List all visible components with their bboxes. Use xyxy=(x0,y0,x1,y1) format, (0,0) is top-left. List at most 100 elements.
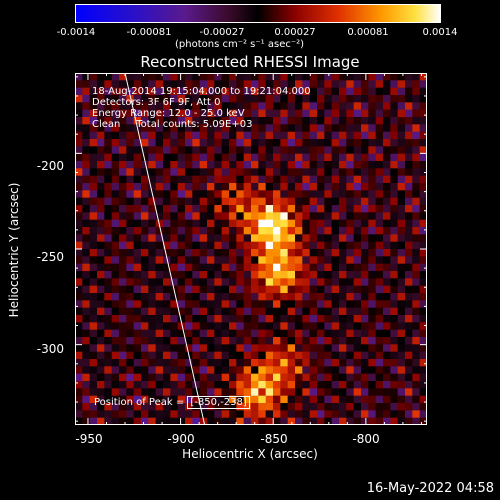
heatmap-cell xyxy=(331,168,340,177)
heatmap-cell xyxy=(397,263,406,272)
heatmap-cell xyxy=(133,417,142,425)
heatmap-cells xyxy=(75,73,427,425)
heatmap-cell xyxy=(368,388,377,397)
heatmap-cell xyxy=(163,212,171,221)
heatmap-cell xyxy=(119,293,127,301)
heatmap-cell xyxy=(229,146,237,155)
heatmap-cell xyxy=(346,373,355,382)
heatmap-cell xyxy=(89,161,98,169)
heatmap-cell xyxy=(141,373,149,382)
heatmap-cell xyxy=(97,161,105,169)
observation-info: 18-Aug-2014 19:15:04.000 to 19:21:04.000… xyxy=(92,86,311,130)
peak-annotation: Position of Peak = [-850,-238] xyxy=(94,396,250,409)
heatmap-cell xyxy=(353,381,362,389)
heatmap-cell xyxy=(185,80,193,89)
heatmap-cell xyxy=(214,329,223,338)
heatmap-cell xyxy=(214,278,223,287)
heatmap-cell xyxy=(331,249,340,257)
heatmap-cell xyxy=(375,161,384,169)
heatmap-cell xyxy=(148,139,157,147)
heatmap-cell xyxy=(170,410,179,419)
heatmap-cell xyxy=(126,249,135,257)
heatmap-cell xyxy=(119,117,127,125)
heatmap-cell xyxy=(280,227,289,235)
heatmap-cell xyxy=(155,249,164,257)
heatmap-cell xyxy=(287,219,296,228)
heatmap-cell xyxy=(104,124,113,133)
heatmap-cell xyxy=(163,219,171,228)
heatmap-cell xyxy=(331,388,340,397)
heatmap-cell xyxy=(82,410,91,419)
heatmap-cell xyxy=(375,417,384,425)
heatmap-cell xyxy=(163,175,171,184)
heatmap-cell xyxy=(192,190,201,199)
heatmap-cell xyxy=(265,381,274,389)
heatmap-cell xyxy=(324,278,333,287)
heatmap-cell xyxy=(82,271,91,279)
heatmap-cell xyxy=(280,271,289,279)
heatmap-cell xyxy=(82,417,91,425)
heatmap-cell xyxy=(265,388,274,397)
heatmap-cell xyxy=(251,139,259,147)
heatmap-cell xyxy=(295,168,303,177)
heatmap-cell xyxy=(265,234,274,243)
heatmap-cell xyxy=(133,351,142,360)
heatmap-cell xyxy=(397,307,406,316)
heatmap-cell xyxy=(346,175,355,184)
heatmap-cell xyxy=(170,102,179,111)
heatmap-cell xyxy=(258,102,267,111)
heatmap-cell xyxy=(331,190,340,199)
heatmap-cell xyxy=(251,271,259,279)
heatmap-cell xyxy=(97,278,105,287)
heatmap-cell xyxy=(405,73,413,81)
heatmap-cell xyxy=(295,403,303,411)
heatmap-cell xyxy=(75,102,83,111)
heatmap-cell xyxy=(126,329,135,338)
heatmap-cell xyxy=(324,344,333,353)
heatmap-cell xyxy=(133,373,142,382)
heatmap-cell xyxy=(185,285,193,294)
heatmap-cell xyxy=(317,373,325,382)
heatmap-cell xyxy=(265,249,274,257)
heatmap-cell xyxy=(104,102,113,111)
heatmap-cell xyxy=(97,131,105,140)
heatmap-cell xyxy=(258,124,267,133)
heatmap-cell xyxy=(82,80,91,89)
heatmap-cell xyxy=(280,351,289,360)
heatmap-cell xyxy=(163,373,171,382)
heatmap-cell xyxy=(383,366,391,375)
heatmap-cell xyxy=(163,241,171,250)
heatmap-cell xyxy=(119,190,127,199)
heatmap-cell xyxy=(177,359,186,367)
heatmap-cell xyxy=(287,263,296,272)
heatmap-cell xyxy=(119,175,127,184)
heatmap-cell xyxy=(75,322,83,331)
heatmap-cell xyxy=(141,351,149,360)
heatmap-cell xyxy=(317,307,325,316)
heatmap-cell xyxy=(89,212,98,221)
heatmap-cell xyxy=(177,388,186,397)
heatmap-cell xyxy=(89,124,98,133)
heatmap-cell xyxy=(397,322,406,331)
heatmap-cell xyxy=(75,381,83,389)
heatmap-cell xyxy=(163,146,171,155)
heatmap-cell xyxy=(309,322,318,331)
heatmap-cell xyxy=(397,373,406,382)
heatmap-cell xyxy=(207,395,215,404)
heatmap-cell xyxy=(302,241,311,250)
heatmap-cell xyxy=(89,403,98,411)
heatmap-cell xyxy=(236,373,245,382)
heatmap-cell xyxy=(199,205,208,213)
heatmap-cell xyxy=(185,329,193,338)
heatmap-cell xyxy=(155,256,164,265)
heatmap-cell xyxy=(280,161,289,169)
heatmap-cell xyxy=(346,190,355,199)
heatmap-cell xyxy=(148,366,157,375)
heatmap-cell xyxy=(207,403,215,411)
heatmap-cell xyxy=(353,234,362,243)
heatmap-cell xyxy=(111,95,120,103)
heatmap-cell xyxy=(361,168,369,177)
heatmap-cell xyxy=(155,417,164,425)
heatmap-cell xyxy=(251,175,259,184)
heatmap-cell xyxy=(221,403,230,411)
